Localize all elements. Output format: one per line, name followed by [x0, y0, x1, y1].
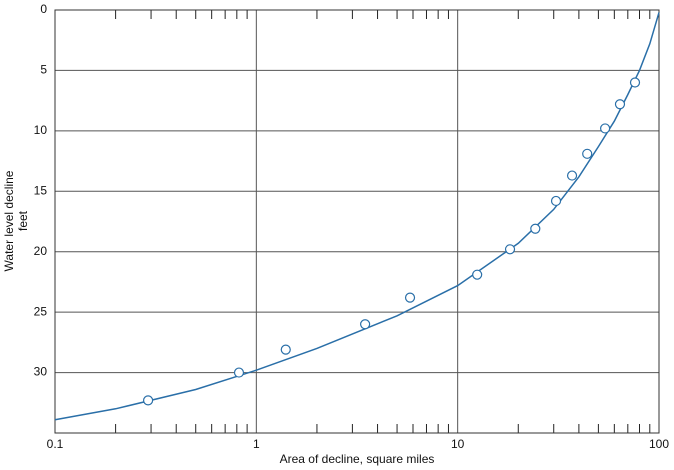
y-tick-label: 15 — [34, 183, 48, 197]
x-tick-label: 1 — [253, 437, 260, 451]
data-point — [629, 77, 641, 88]
data-point — [600, 123, 611, 134]
data-point — [280, 344, 291, 355]
data-point — [530, 223, 541, 234]
data-point — [614, 99, 626, 110]
data-point — [472, 269, 483, 280]
y-tick-label: 20 — [34, 244, 48, 258]
data-point — [404, 292, 416, 303]
y-axis-label: feet — [16, 210, 30, 231]
x-tick-label: 10 — [451, 437, 465, 451]
plot-frame — [54, 9, 660, 434]
data-point — [550, 195, 562, 207]
data-point — [566, 170, 578, 181]
data-point — [582, 148, 593, 159]
data-point — [142, 395, 154, 406]
y-tick-label: 25 — [34, 304, 48, 318]
x-tick-label: 100 — [649, 437, 669, 451]
y-tick-label: 10 — [34, 123, 48, 137]
x-axis-label: Area of decline, square miles — [280, 452, 435, 466]
x-tick-label: 0.1 — [47, 437, 64, 451]
data-point — [233, 367, 245, 378]
data-point — [504, 244, 516, 255]
fit-curve — [54, 12, 660, 421]
y-axis-label: Water level decline — [2, 170, 16, 271]
y-tick-label: 30 — [34, 365, 48, 379]
data-point — [360, 319, 371, 330]
y-tick-label: 0 — [40, 2, 47, 16]
y-tick-label: 5 — [40, 63, 47, 77]
